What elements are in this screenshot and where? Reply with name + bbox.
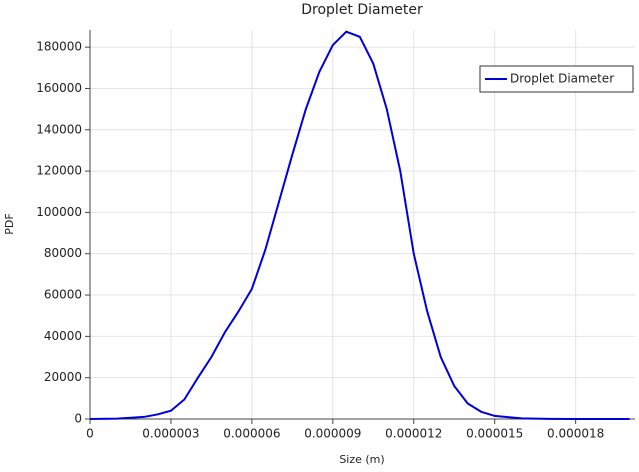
y-tick-label: 80000 — [44, 246, 82, 260]
x-tick-label: 0.000009 — [304, 427, 361, 441]
legend: Droplet Diameter — [479, 65, 634, 93]
y-tick-label: 0 — [74, 412, 82, 426]
x-tick-label: 0.000012 — [385, 427, 442, 441]
x-tick-label: 0.000018 — [547, 427, 604, 441]
y-tick-label: 120000 — [36, 164, 82, 178]
x-tick-label: 0.000015 — [466, 427, 523, 441]
y-tick-label: 140000 — [36, 122, 82, 136]
x-tick-label: 0.000003 — [142, 427, 199, 441]
x-axis-label: Size (m) — [339, 453, 384, 466]
y-tick-label: 180000 — [36, 40, 82, 54]
series-line — [89, 30, 630, 420]
x-tick-label: 0.000006 — [223, 427, 280, 441]
y-tick-label: 100000 — [36, 205, 82, 219]
y-tick-label: 160000 — [36, 81, 82, 95]
chart-title: Droplet Diameter — [301, 2, 423, 18]
y-tick-label: 60000 — [44, 288, 82, 302]
legend-label: Droplet Diameter — [510, 72, 614, 86]
y-tick-label: 40000 — [44, 329, 82, 343]
x-tick-label: 0 — [86, 427, 94, 441]
y-axis-label: PDF — [3, 213, 16, 234]
y-tick-label: 20000 — [44, 370, 82, 384]
